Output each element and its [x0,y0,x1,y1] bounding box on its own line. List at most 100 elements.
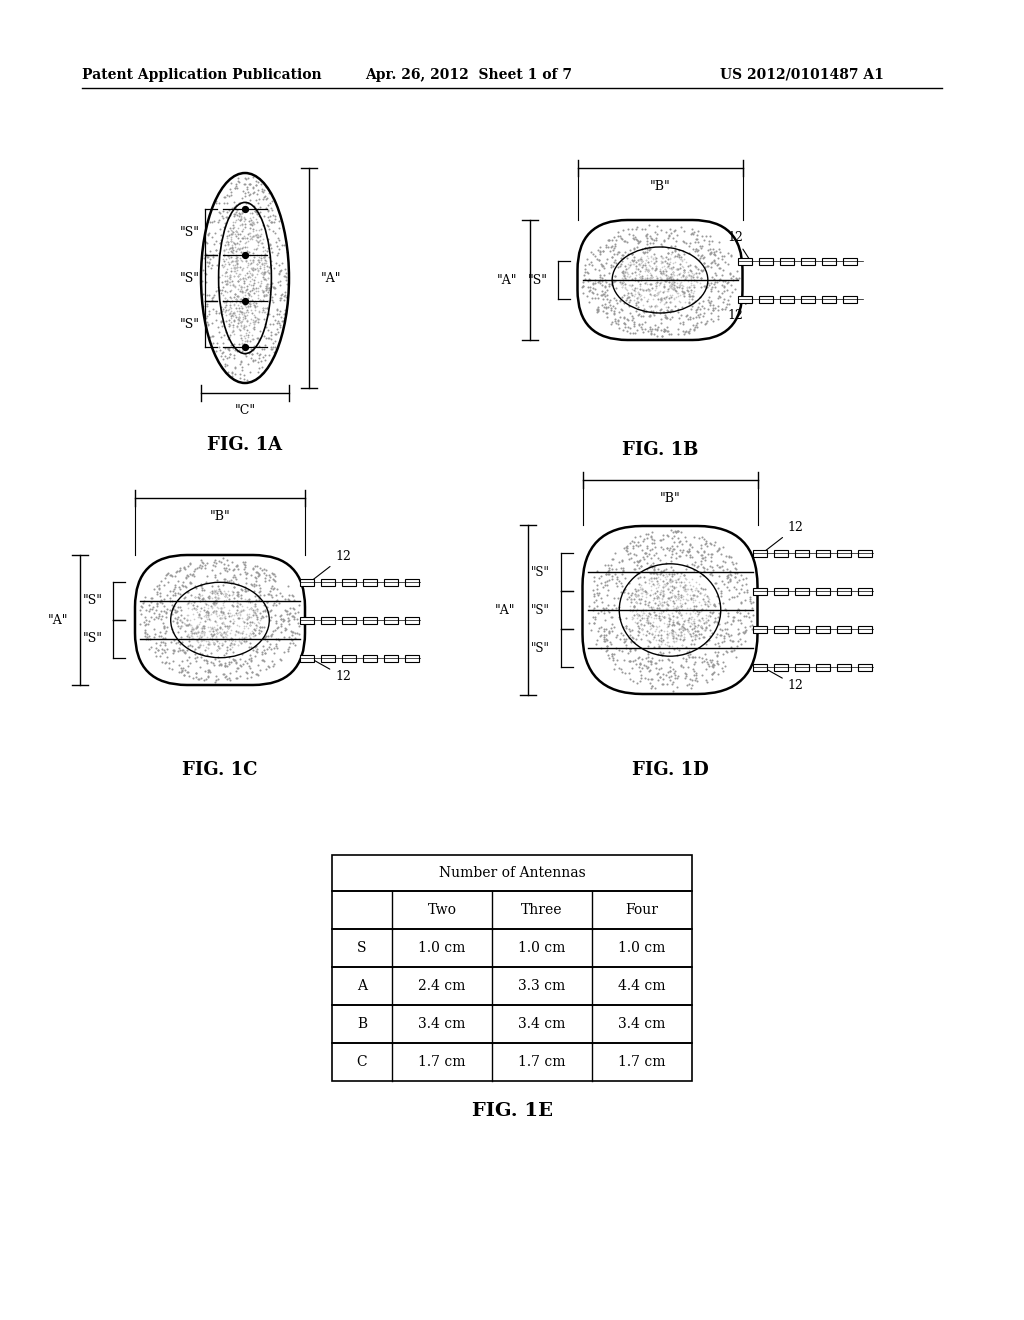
Point [682,615,698,636]
Point [716,573,732,594]
Point [245,275,261,296]
Point [253,218,269,239]
Text: 1.7 cm: 1.7 cm [618,1055,666,1069]
Point [586,591,602,612]
Point [663,660,679,681]
Point [601,564,617,585]
Point [251,582,267,603]
Point [687,317,703,338]
Point [621,663,637,684]
Point [660,268,677,289]
Point [585,288,601,309]
Point [210,317,226,338]
Point [238,343,254,364]
Point [227,277,244,298]
Point [667,586,683,607]
Point [655,576,672,597]
Point [651,275,668,296]
Point [206,632,222,653]
Point [630,648,646,669]
Point [253,263,269,284]
Point [226,345,243,366]
Point [151,639,167,660]
Point [642,306,658,327]
Point [653,271,670,292]
Point [183,593,200,614]
Point [236,236,252,257]
Point [230,308,247,329]
Point [614,272,631,293]
Point [651,593,668,614]
Point [699,535,716,556]
Point [204,579,220,601]
Point [728,558,744,579]
Point [211,655,227,676]
Point [636,301,652,322]
Point [600,554,616,576]
Point [664,619,680,640]
Point [616,313,633,334]
Point [721,589,737,610]
Point [594,288,610,309]
Point [224,271,241,292]
Point [272,209,289,230]
Point [650,602,667,623]
Point [244,661,260,682]
Point [260,583,276,605]
Point [272,648,289,669]
Point [606,587,623,609]
Point [228,232,245,253]
Point [632,652,648,673]
Point [137,612,154,634]
Point [224,552,241,573]
Point [674,607,690,628]
Point [660,624,677,645]
Point [153,609,169,630]
Point [224,363,241,384]
Point [246,294,262,315]
Point [680,541,696,562]
Point [220,602,237,623]
Point [622,624,638,645]
Point [254,280,270,301]
Point [216,553,232,574]
Point [672,593,688,614]
Text: Number of Antennas: Number of Antennas [438,866,586,880]
Point [223,620,240,642]
Point [260,304,276,325]
Point [171,655,187,676]
Point [230,265,247,286]
Point [603,644,620,665]
Point [239,246,255,267]
Point [142,628,159,649]
Point [650,586,667,607]
Point [676,618,692,639]
Point [240,579,256,601]
Point [187,586,204,607]
Point [703,252,720,273]
Point [617,277,634,298]
Point [665,610,681,631]
Point [212,601,228,622]
Point [702,546,719,568]
Point [218,231,234,252]
Point [233,290,250,312]
Point [659,578,676,599]
Point [600,236,616,257]
Point [647,279,664,300]
Point [684,568,700,589]
Point [595,240,611,261]
Point [710,554,726,576]
Point [672,574,688,595]
Point [239,605,255,626]
Point [231,238,248,259]
Point [581,253,597,275]
Point [684,675,700,696]
Point [685,265,701,286]
Point [649,215,666,236]
Point [227,211,244,232]
Point [236,315,252,337]
Point [692,599,709,620]
Point [257,643,273,664]
Point [179,605,196,626]
